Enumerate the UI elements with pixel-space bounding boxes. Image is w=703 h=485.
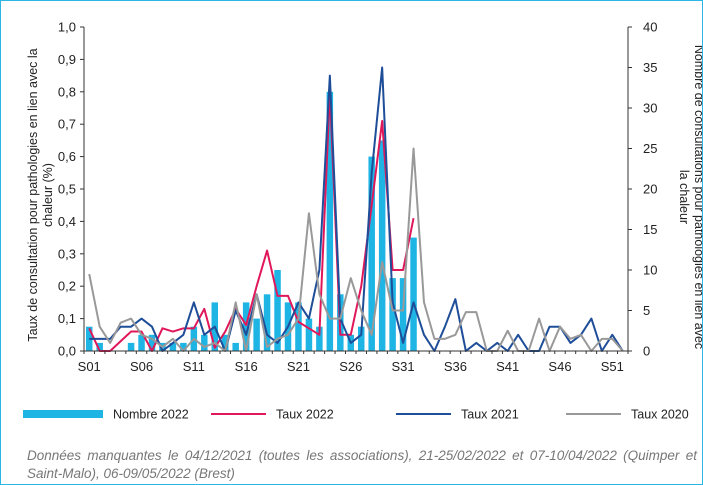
bar-nombre-2022 <box>148 334 156 351</box>
bar-nombre-2022 <box>232 342 239 351</box>
left-axis-tick-label: 0,1 <box>58 311 76 326</box>
right-axis-title: la chaleur <box>677 170 691 224</box>
bar-nombre-2022 <box>221 334 229 351</box>
footnote: Données manquantes le 04/12/2021 (toutes… <box>27 448 697 481</box>
bar-nombre-2022 <box>169 342 177 351</box>
right-axis-tick-label: 5 <box>643 303 650 318</box>
right-axis-tick-label: 25 <box>643 141 657 156</box>
left-axis-title: chaleur (%) <box>41 163 55 227</box>
x-axis-tick-label: S46 <box>548 359 571 374</box>
legend-label-taux-2022: Taux 2022 <box>276 408 334 422</box>
left-axis-tick-label: 0,0 <box>58 344 76 359</box>
bar-nombre-2022 <box>357 326 365 351</box>
bar-nombre-2022 <box>274 270 281 351</box>
right-axis-tick-label: 40 <box>643 20 657 35</box>
left-axis-tick-label: 0,9 <box>58 52 76 67</box>
bar-nombre-2022 <box>410 237 417 351</box>
x-axis-tick-label: S06 <box>130 359 153 374</box>
bar-nombre-2022 <box>326 91 334 352</box>
right-axis-tick-label: 15 <box>643 222 657 237</box>
bar-nombre-2022 <box>295 302 302 351</box>
right-axis-title: Nombre de consultations pour pathologies… <box>692 45 702 349</box>
bar-nombre-2022 <box>180 342 187 351</box>
left-axis-tick-label: 0,6 <box>58 149 76 164</box>
chart-svg: 0,0 0,1 0,2 0,3 0,4 0,5 0,6 0,7 0,8 0,9 1,0 0 5 10 15 2… <box>23 20 702 422</box>
left-axis-title: Taux de consultation pour pathologies en… <box>26 48 40 341</box>
left-axis-tick-label: 0,7 <box>58 117 76 132</box>
right-axis-tick-label: 0 <box>643 344 650 359</box>
right-axis-tick-label: 30 <box>643 101 657 116</box>
x-axis-tick-label: S21 <box>287 359 310 374</box>
left-axis-tick-label: 0,8 <box>58 84 76 99</box>
left-axis-tick-label: 0,2 <box>58 279 76 294</box>
x-axis-tick-label: S01 <box>78 359 101 374</box>
bar-nombre-2022 <box>305 318 313 351</box>
left-axis-tick-label: 1,0 <box>58 20 76 35</box>
left-axis-tick-label: 0,5 <box>58 182 76 197</box>
legend-label-taux-2020: Taux 2020 <box>631 408 689 422</box>
x-axis-tick-label: S41 <box>496 359 519 374</box>
left-axis-tick-label: 0,4 <box>58 214 76 229</box>
right-axis-tick-label: 35 <box>643 60 657 75</box>
line-taux-2020 <box>88 147 624 352</box>
x-axis-tick-label: S11 <box>183 359 205 374</box>
x-axis-tick-label: S31 <box>392 359 415 374</box>
bar-nombre-2022 <box>242 302 250 351</box>
legend-label-taux-2021: Taux 2021 <box>461 408 519 422</box>
bar-nombre-2022 <box>399 278 407 351</box>
left-axis-tick-label: 0,3 <box>58 246 76 261</box>
bar-nombre-2022 <box>201 334 208 351</box>
x-axis-tick-label: S26 <box>339 359 362 374</box>
bar-nombre-2022 <box>138 334 145 351</box>
bar-nombre-2022 <box>368 156 375 351</box>
x-axis-tick-label: S16 <box>235 359 258 374</box>
bar-nombre-2022 <box>263 294 271 351</box>
legend-swatch-nombre-2022 <box>23 410 103 418</box>
x-axis-tick-label: S36 <box>444 359 467 374</box>
legend-label-nombre-2022: Nombre 2022 <box>113 408 189 422</box>
bar-nombre-2022 <box>316 326 323 351</box>
bar-nombre-2022 <box>253 318 260 351</box>
bar-nombre-2022 <box>389 278 396 351</box>
bar-nombre-2022 <box>127 342 135 351</box>
bar-nombre-2022 <box>96 342 103 351</box>
right-axis-tick-label: 10 <box>643 263 657 278</box>
bar-nombre-2022 <box>378 140 386 351</box>
right-axis-tick-label: 20 <box>643 182 657 197</box>
x-axis-tick-label: S51 <box>601 359 624 374</box>
